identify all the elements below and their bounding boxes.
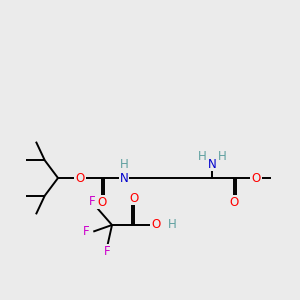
- Text: O: O: [251, 172, 261, 184]
- Text: H: H: [218, 149, 226, 163]
- Text: H: H: [120, 158, 128, 170]
- Text: O: O: [230, 196, 238, 208]
- Text: O: O: [129, 191, 139, 205]
- Text: F: F: [83, 225, 90, 238]
- Text: N: N: [120, 172, 128, 184]
- Text: O: O: [98, 196, 106, 208]
- Text: H: H: [168, 218, 176, 232]
- Text: F: F: [104, 245, 111, 258]
- Text: H: H: [198, 149, 206, 163]
- Text: O: O: [152, 218, 160, 232]
- Text: O: O: [75, 172, 85, 184]
- Text: N: N: [208, 158, 216, 170]
- Text: F: F: [89, 195, 96, 208]
